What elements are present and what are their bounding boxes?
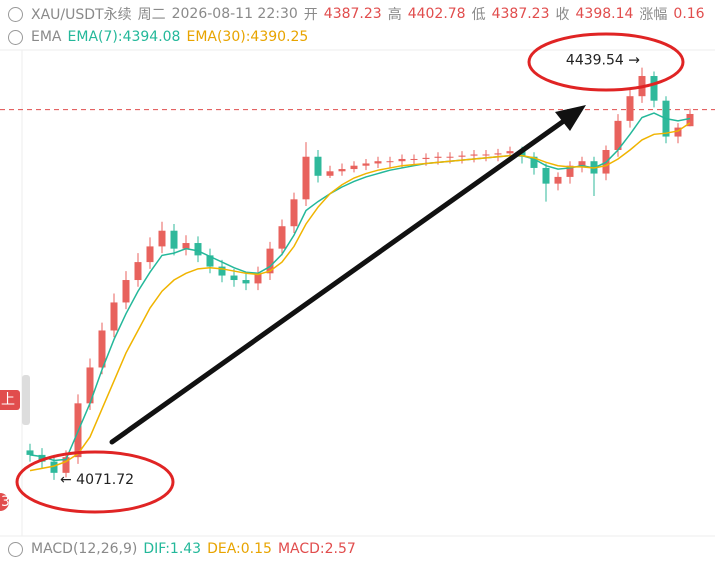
candle-body — [338, 169, 346, 172]
candle-body — [314, 156, 322, 176]
candle-body — [182, 243, 190, 249]
candle-body — [194, 243, 202, 256]
badge — [0, 493, 9, 511]
high-value: 4402.78 — [407, 6, 466, 22]
dif: DIF:1.43 — [143, 541, 202, 557]
collapse-icon[interactable] — [8, 29, 23, 45]
candle-body — [410, 158, 418, 160]
weekday: 周二 — [137, 7, 166, 23]
candle-body — [362, 163, 370, 166]
candle-body — [686, 113, 694, 127]
low-value: 4387.23 — [491, 6, 550, 22]
candle-body — [518, 151, 526, 157]
drawn-arrow — [109, 115, 571, 445]
candle-body — [158, 230, 166, 247]
candle-body — [566, 165, 574, 177]
candle-body — [458, 155, 466, 157]
candle-body — [398, 158, 406, 162]
scroll-handle[interactable] — [22, 375, 30, 425]
legend-ema7: EMA(7):4394.08 — [67, 29, 181, 45]
low-label: 低 — [471, 7, 486, 23]
candle-body — [134, 262, 142, 281]
candle-body — [626, 96, 634, 121]
price-annotation: ← 4071.72 — [60, 472, 134, 488]
side-tag-text: 上 — [1, 392, 15, 408]
candle-body — [110, 302, 118, 331]
candle-body — [206, 255, 214, 267]
candle-body — [302, 156, 310, 200]
change-label: 涨幅 — [639, 7, 668, 23]
ohlc-header: XAU/USDT永续 周二 2026-08-11 22:30 开 4387.23… — [0, 3, 715, 25]
candle-body — [38, 454, 46, 462]
candle-body — [122, 280, 130, 303]
collapse-icon[interactable] — [8, 541, 23, 557]
candle-body — [26, 450, 34, 455]
price-annotation: 4439.54 → — [566, 53, 640, 69]
badge-text: 3 — [1, 494, 10, 510]
candle-body — [446, 156, 454, 158]
candle-body — [218, 266, 226, 276]
legend-ema30: EMA(30):4390.25 — [186, 29, 309, 45]
candle-body — [434, 156, 442, 158]
candle-body — [290, 199, 298, 227]
macd-name: MACD(12,26,9) — [31, 541, 138, 557]
candle-body — [266, 248, 274, 274]
ema-legend: EMA EMA(7):4394.08 EMA(30):4390.25 — [0, 26, 715, 48]
collapse-icon[interactable] — [8, 6, 23, 22]
candle-body — [62, 457, 70, 473]
candle-body — [674, 127, 682, 137]
candle-body — [278, 226, 286, 249]
open-value: 4387.23 — [323, 6, 382, 22]
candle-body — [254, 273, 262, 284]
change-value: 0.16 — [673, 6, 705, 22]
highlight-ellipse — [527, 32, 685, 92]
candle-body — [326, 171, 334, 176]
dea: DEA:0.15 — [207, 541, 272, 557]
symbol: XAU/USDT永续 — [31, 7, 132, 23]
high-label: 高 — [387, 7, 402, 23]
highlight-ellipse — [15, 450, 175, 514]
candle-body — [374, 161, 382, 164]
ema-line — [29, 122, 691, 472]
candle-body — [146, 246, 154, 263]
candle-body — [86, 367, 94, 404]
datetime: 2026-08-11 22:30 — [171, 6, 298, 22]
macd-legend: MACD(12,26,9) DIF:1.43 DEA:0.15 MACD:2.5… — [0, 538, 715, 560]
candle-body — [170, 230, 178, 249]
candle-body — [650, 76, 658, 101]
candle-body — [422, 157, 430, 159]
candle-body — [98, 330, 106, 368]
close-value: 4398.14 — [575, 6, 634, 22]
candle-body — [470, 154, 478, 156]
candle-body — [578, 161, 586, 166]
candle-body — [506, 151, 514, 154]
open-label: 开 — [303, 7, 318, 23]
candle-body — [350, 165, 358, 170]
close-label: 收 — [555, 7, 570, 23]
macd-value: MACD:2.57 — [277, 541, 356, 557]
arrow-head — [555, 105, 586, 131]
candle-body — [614, 120, 622, 151]
candle-body — [230, 275, 238, 281]
candle-body — [482, 154, 490, 156]
candle-body — [530, 156, 538, 168]
candle-body — [50, 461, 58, 473]
candle-body — [542, 167, 550, 184]
candle-body — [554, 176, 562, 184]
candle-body — [242, 280, 250, 284]
candle-body — [386, 161, 394, 163]
candle-body — [494, 153, 502, 155]
side-tag[interactable] — [0, 390, 20, 410]
indicator-name: EMA — [31, 29, 62, 45]
